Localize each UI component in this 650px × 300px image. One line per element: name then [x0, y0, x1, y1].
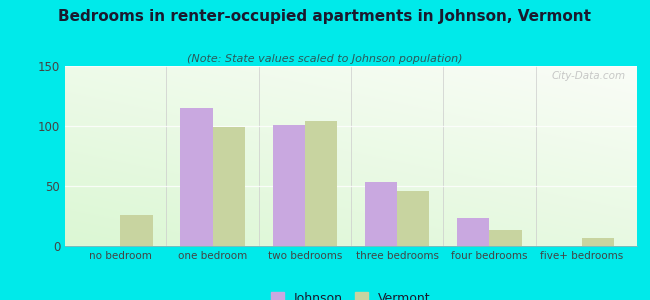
Bar	[397, 191, 430, 246]
Bar	[180, 108, 213, 246]
Bar	[120, 215, 153, 246]
Text: (Note: State values scaled to Johnson population): (Note: State values scaled to Johnson po…	[187, 54, 463, 64]
Text: City-Data.com: City-Data.com	[551, 71, 625, 81]
Bar	[457, 218, 489, 246]
Bar	[489, 230, 522, 246]
Bar	[365, 182, 397, 246]
Legend: Johnson, Vermont: Johnson, Vermont	[272, 292, 430, 300]
Bar	[272, 125, 305, 246]
Bar	[582, 238, 614, 246]
Bar	[213, 127, 245, 246]
Text: Bedrooms in renter-occupied apartments in Johnson, Vermont: Bedrooms in renter-occupied apartments i…	[58, 9, 592, 24]
Bar	[305, 121, 337, 246]
